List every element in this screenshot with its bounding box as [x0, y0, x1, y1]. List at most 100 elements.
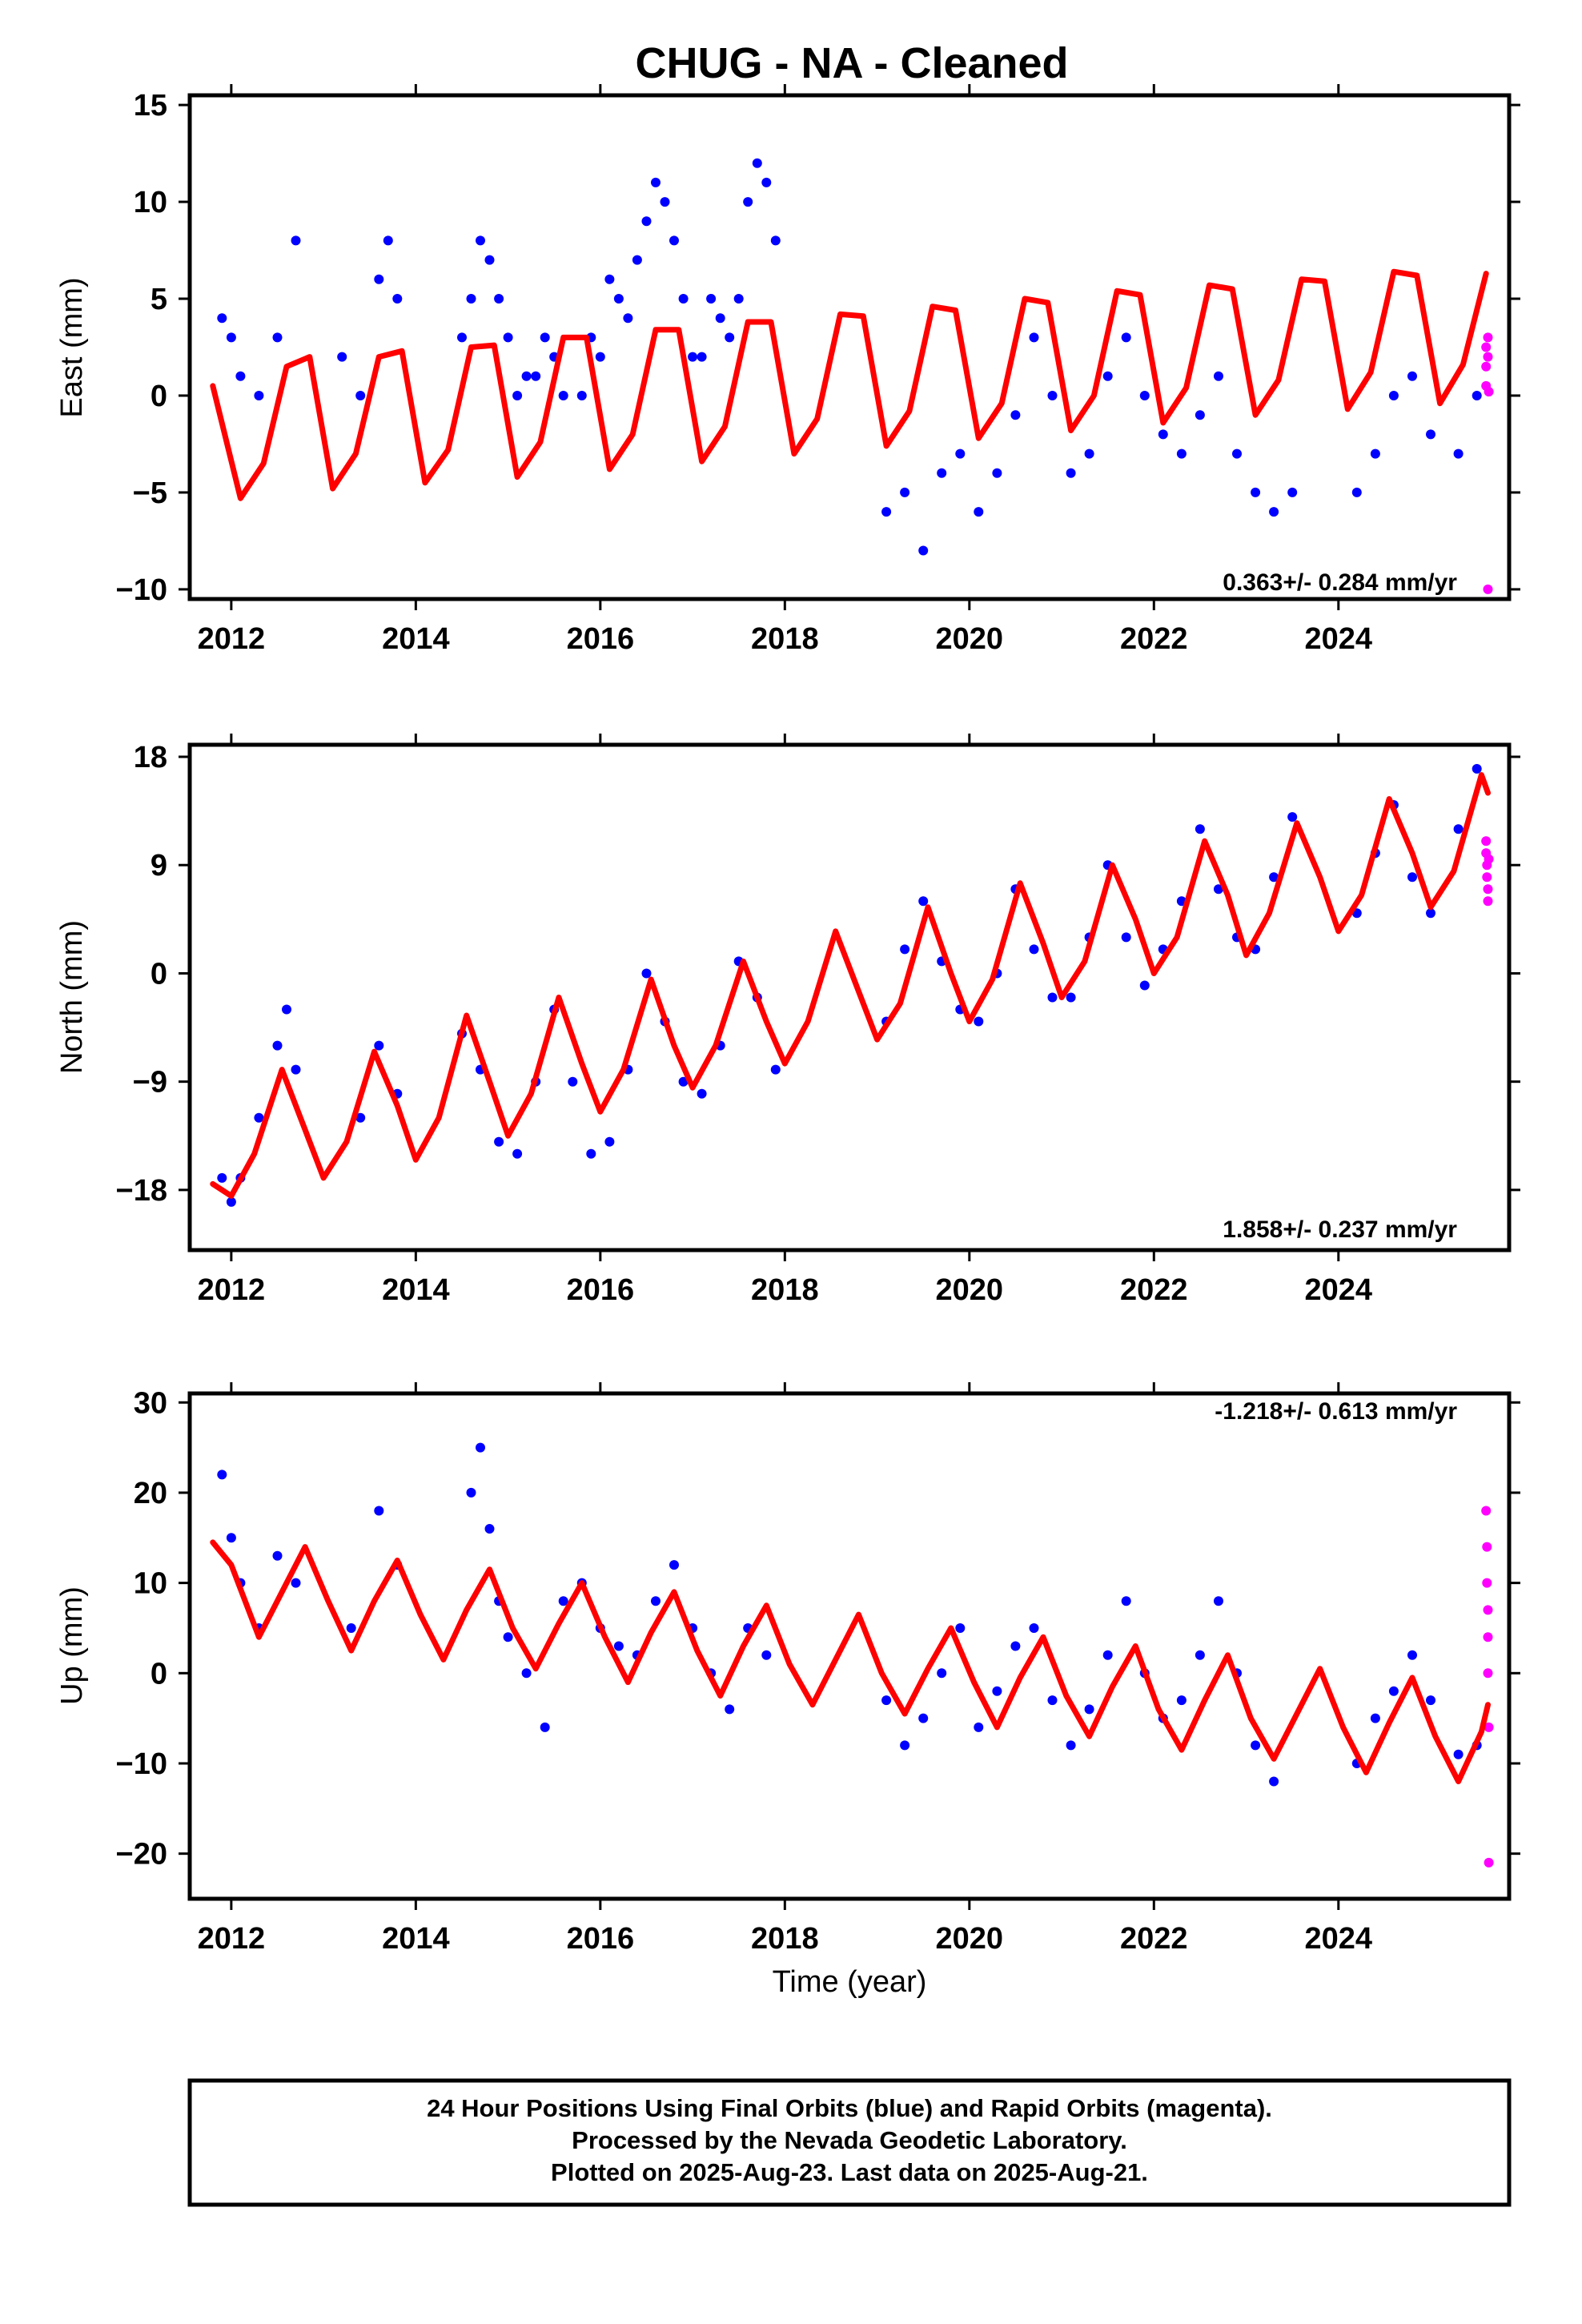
east-final-point [1176, 448, 1186, 459]
north-x-tick-label: 2018 [751, 1273, 819, 1307]
east-final-point [1066, 468, 1076, 478]
east-final-point [484, 255, 495, 265]
north-final-point [1139, 980, 1150, 991]
east-final-point [595, 352, 605, 362]
north-x-tick-label: 2024 [1305, 1273, 1373, 1307]
east-final-point [531, 371, 541, 381]
east-final-point [272, 332, 283, 343]
north-final-point [1214, 884, 1223, 895]
north-final-point [1472, 764, 1482, 774]
east-final-point [733, 294, 744, 304]
east-final-point [1029, 332, 1039, 343]
up-rapid-point [1484, 1722, 1494, 1732]
up-final-point [918, 1713, 929, 1723]
north-y-tick-label: 0 [151, 957, 167, 991]
up-final-point [1388, 1686, 1399, 1696]
north-ticks: 2012 2014 2016 2018 2020 2022 2024 −18 −9 0 9 18 [116, 734, 1520, 1307]
north-final-point [374, 1040, 384, 1051]
east-final-point [688, 352, 698, 362]
east-final-point [1158, 429, 1168, 440]
north-final-point [1047, 992, 1058, 1003]
east-final-point [1102, 371, 1113, 381]
up-final-point [484, 1524, 495, 1534]
up-final-point [1370, 1713, 1380, 1723]
up-rapid-point [1484, 1857, 1494, 1868]
up-final-point [1214, 1596, 1223, 1606]
north-y-tick-label: −9 [133, 1066, 167, 1100]
north-final-point [1453, 824, 1464, 834]
north-y-tick-label: 9 [151, 849, 167, 883]
east-y-tick-label: 5 [151, 283, 167, 316]
east-rate-label: 0.363+/- 0.284 mm/yr [1223, 569, 1457, 596]
panel-north: 2012 2014 2016 2018 2020 2022 2024 −18 −9 0 9 18 No… [55, 734, 1520, 1307]
north-rapid-point [1483, 896, 1493, 907]
north-final-point [678, 1076, 689, 1087]
up-final-point [558, 1596, 568, 1606]
north-final-point [604, 1136, 615, 1147]
east-final-point [1139, 391, 1150, 400]
east-x-tick-label: 2016 [567, 622, 635, 656]
up-final-point [1047, 1695, 1058, 1706]
east-final-point [226, 332, 236, 343]
north-y-tick-label: −18 [116, 1174, 167, 1208]
up-final-point [974, 1722, 984, 1732]
east-y-tick-label: −5 [133, 476, 167, 510]
east-final-point [1287, 487, 1298, 497]
north-x-tick-label: 2016 [567, 1273, 635, 1307]
east-final-point [1214, 371, 1223, 381]
east-final-point [457, 332, 467, 343]
east-rapid-point [1481, 361, 1492, 372]
footer-box: 24 Hour Positions Using Final Orbits (bl… [187, 2078, 1512, 2207]
up-final-point [476, 1442, 485, 1453]
up-rapid-point [1482, 1542, 1492, 1552]
east-final-point [743, 197, 753, 207]
north-final-point [1426, 908, 1435, 919]
up-final-point [900, 1740, 910, 1751]
east-final-point [1232, 448, 1242, 459]
east-final-point [669, 235, 679, 246]
east-final-point [1195, 410, 1205, 420]
up-final-point [725, 1704, 735, 1715]
up-final-point [226, 1533, 236, 1543]
east-final-point [641, 216, 652, 227]
east-final-point [752, 158, 762, 168]
footer-line-1: 24 Hour Positions Using Final Orbits (bl… [427, 2094, 1272, 2122]
north-plot-frame [187, 742, 1512, 1252]
up-final-point [1407, 1650, 1417, 1660]
up-final-point [1084, 1704, 1094, 1715]
north-final-point [1269, 872, 1279, 883]
up-ticks: 2012 2014 2016 2018 2020 2022 2024 −20 −10 0 10 20 3… [116, 1382, 1520, 1956]
up-final-point [613, 1641, 624, 1651]
east-final-point [992, 468, 1002, 478]
up-final-point [1066, 1740, 1076, 1751]
panel-up: 2012 2014 2016 2018 2020 2022 2024 −20 −10 0 10 20 3… [55, 1382, 1520, 1956]
east-final-point [1351, 487, 1362, 497]
up-rapid-point [1483, 1632, 1493, 1642]
east-final-point [476, 235, 485, 246]
north-final-point [272, 1040, 283, 1051]
east-final-point [355, 391, 366, 400]
north-final-point [291, 1064, 301, 1075]
east-final-point [392, 294, 403, 304]
north-final-point [1029, 944, 1039, 955]
up-final-point [1251, 1740, 1261, 1751]
east-final-point [1010, 410, 1021, 420]
east-final-point [881, 507, 892, 517]
east-series [210, 158, 1494, 594]
east-final-point [558, 391, 568, 400]
east-final-point [770, 235, 781, 246]
up-x-tick-label: 2014 [382, 1922, 450, 1956]
east-y-tick-label: 0 [151, 380, 167, 413]
panel-east: 2012 2014 2016 2018 2020 2022 2024−10−5051015 … [55, 84, 1520, 656]
east-plot-frame [187, 93, 1512, 601]
up-final-point [521, 1668, 532, 1679]
north-final-point [568, 1076, 578, 1087]
east-x-tick-label: 2024 [1305, 622, 1373, 656]
east-y-tick-label: 15 [134, 89, 167, 123]
north-x-tick-label: 2014 [382, 1273, 450, 1307]
up-final-point [217, 1470, 227, 1480]
east-final-point [576, 391, 587, 400]
up-final-point [374, 1506, 384, 1516]
up-final-point [992, 1686, 1002, 1696]
